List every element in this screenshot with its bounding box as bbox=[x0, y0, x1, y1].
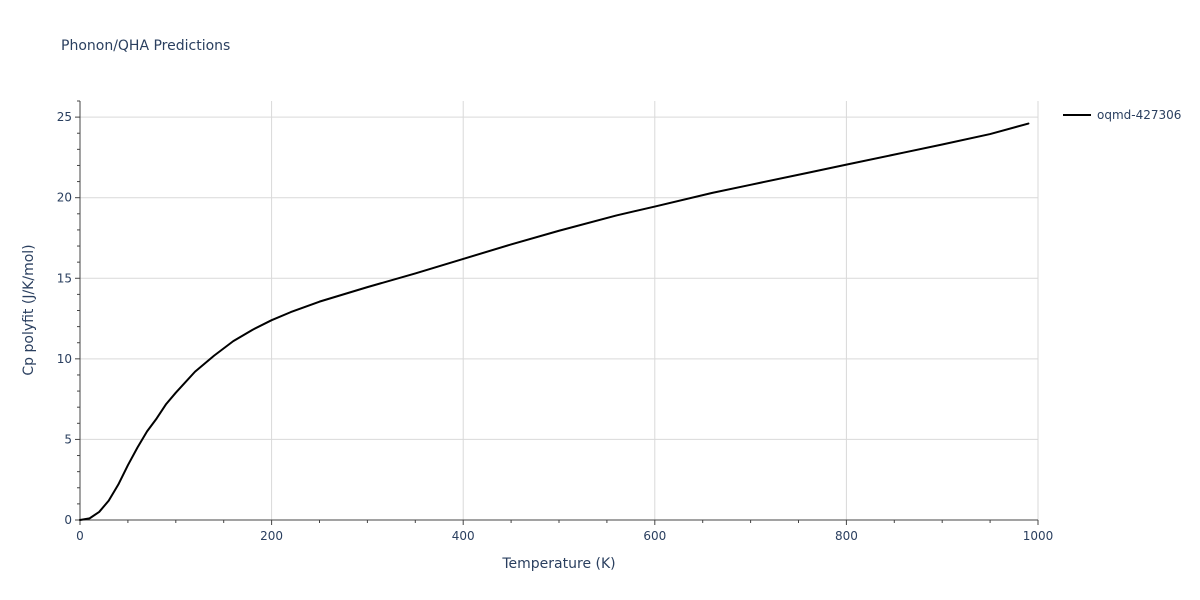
grid-layer bbox=[80, 101, 1039, 520]
legend-label: oqmd-427306 bbox=[1097, 108, 1181, 122]
y-tick-label: 20 bbox=[57, 191, 72, 205]
y-axis-title: Cp polyfit (J/K/mol) bbox=[21, 244, 37, 375]
ticks-layer: 0 200 400 600 800 1000 0 5 10 15 20 25 bbox=[57, 100, 1054, 543]
y-tick-label: 25 bbox=[57, 110, 72, 124]
y-tick-label: 15 bbox=[57, 271, 72, 285]
x-tick-label: 200 bbox=[260, 529, 283, 543]
axes-layer bbox=[79, 101, 1038, 521]
y-tick-label: 5 bbox=[64, 432, 72, 446]
x-tick-label: 800 bbox=[835, 529, 858, 543]
x-tick-label: 1000 bbox=[1023, 529, 1054, 543]
series-line-0[interactable] bbox=[79, 122, 1030, 521]
y-tick-label: 0 bbox=[64, 513, 72, 527]
x-tick-label: 0 bbox=[76, 529, 84, 543]
x-tick-label: 600 bbox=[643, 529, 666, 543]
y-tick-label: 10 bbox=[57, 352, 72, 366]
series-layer bbox=[79, 122, 1030, 521]
x-tick-label: 400 bbox=[452, 529, 475, 543]
chart-title: Phonon/QHA Predictions bbox=[61, 38, 230, 54]
legend[interactable]: oqmd-427306 bbox=[1063, 108, 1181, 122]
x-axis-title: Temperature (K) bbox=[501, 556, 615, 572]
